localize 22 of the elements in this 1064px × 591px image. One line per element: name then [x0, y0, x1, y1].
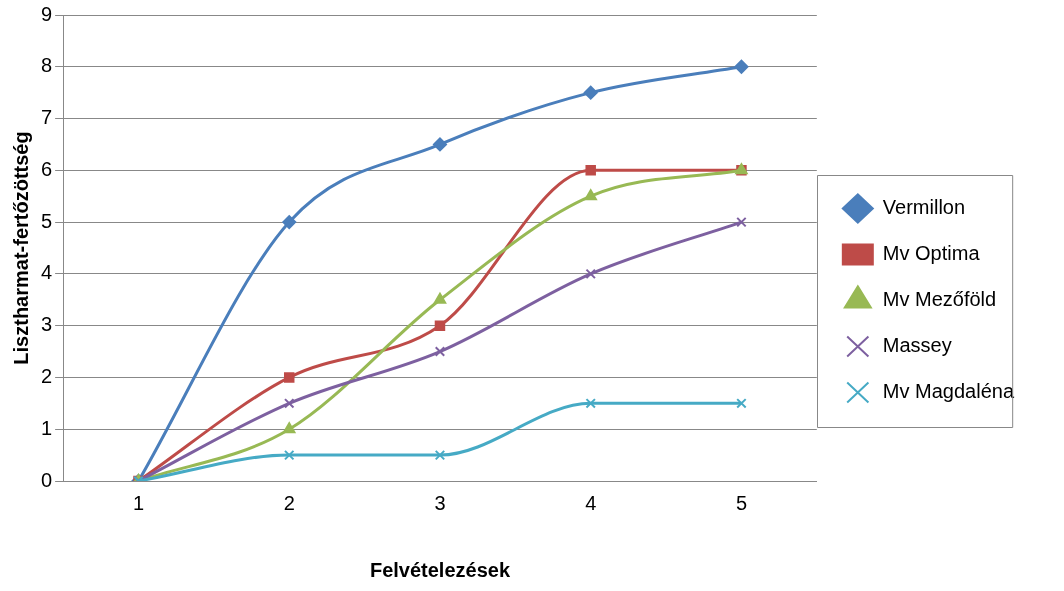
x-axis-title: Felvételezések [369, 558, 511, 581]
x-tick-label: 2 [283, 491, 295, 514]
legend-label: Mv Mezőföld [882, 288, 997, 311]
legend-label: Massey [882, 334, 952, 357]
y-axis-title: Lisztharmat-fertőzöttség [9, 131, 32, 365]
x-tick-label: 1 [132, 491, 145, 514]
y-tick-label: 1 [41, 416, 53, 439]
y-tick-label: 6 [41, 157, 53, 180]
y-tick-label: 9 [41, 2, 53, 25]
legend-label: Vermillon [882, 196, 966, 219]
legend-label: Mv Optima [882, 242, 981, 265]
x-tick-label: 3 [434, 491, 446, 514]
y-tick-label: 3 [41, 313, 53, 336]
legend-label: Mv Magdaléna [882, 380, 1015, 403]
y-tick-label: 0 [41, 468, 53, 491]
y-tick-label: 2 [41, 364, 53, 387]
x-tick-label: 4 [585, 491, 597, 514]
y-tick-label: 5 [41, 209, 53, 232]
x-tick-label: 5 [735, 491, 748, 514]
y-tick-label: 8 [41, 54, 53, 77]
y-tick-label: 4 [41, 261, 53, 284]
y-tick-label: 7 [41, 106, 53, 129]
